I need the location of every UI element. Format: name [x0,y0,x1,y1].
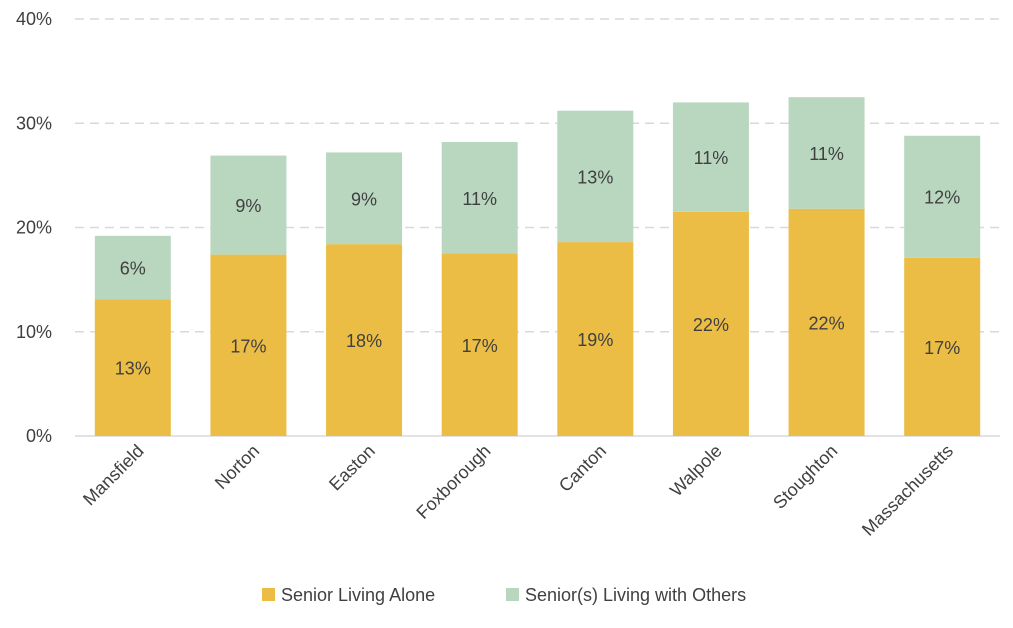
data-label: 17% [924,338,960,358]
bar-senior-alone [672,211,749,436]
legend-label: Senior Living Alone [281,585,435,605]
bar-senior-with-others [904,135,981,258]
bar-senior-alone [441,253,518,436]
y-tick-label: 40% [16,9,52,29]
bar-senior-alone [557,242,634,436]
y-tick-label: 0% [26,426,52,446]
bar-senior-with-others [672,102,749,212]
bar-senior-with-others [788,97,865,209]
data-label: 17% [462,336,498,356]
data-label: 11% [809,144,844,164]
x-category-label: Mansfield [79,441,148,510]
bar-senior-alone [788,208,865,436]
data-label: 13% [577,167,613,187]
x-category-label: Walpole [666,441,726,501]
y-tick-label: 30% [16,113,52,133]
data-label: 22% [693,315,729,335]
data-label: 11% [462,189,497,209]
legend-swatch [262,588,275,601]
bar-senior-alone [904,257,981,436]
bar-senior-alone [94,299,171,436]
x-category-label: Norton [211,441,263,493]
data-label: 12% [924,188,960,208]
data-label: 17% [230,336,266,356]
x-category-label: Massachusetts [858,441,957,540]
bar-senior-with-others [210,155,287,255]
bar-senior-with-others [557,110,634,243]
data-label: 19% [577,330,613,350]
data-label: 13% [115,359,151,379]
bar-senior-alone [210,254,287,436]
data-label: 9% [351,189,377,209]
data-label: 6% [120,259,146,279]
bar-senior-with-others [326,152,403,245]
bar-senior-with-others [441,142,518,254]
y-tick-label: 20% [16,218,52,238]
x-category-label: Stoughton [769,441,841,513]
data-label: 11% [694,148,729,168]
legend-swatch [506,588,519,601]
bar-senior-with-others [94,235,171,300]
x-category-label: Foxborough [412,441,494,523]
x-category-label: Easton [325,441,379,495]
data-label: 22% [809,313,845,333]
data-label: 18% [346,331,382,351]
bar-senior-alone [326,244,403,436]
x-category-label: Canton [555,441,610,496]
legend-label: Senior(s) Living with Others [525,585,746,605]
y-tick-label: 10% [16,322,52,342]
data-label: 9% [235,196,261,216]
